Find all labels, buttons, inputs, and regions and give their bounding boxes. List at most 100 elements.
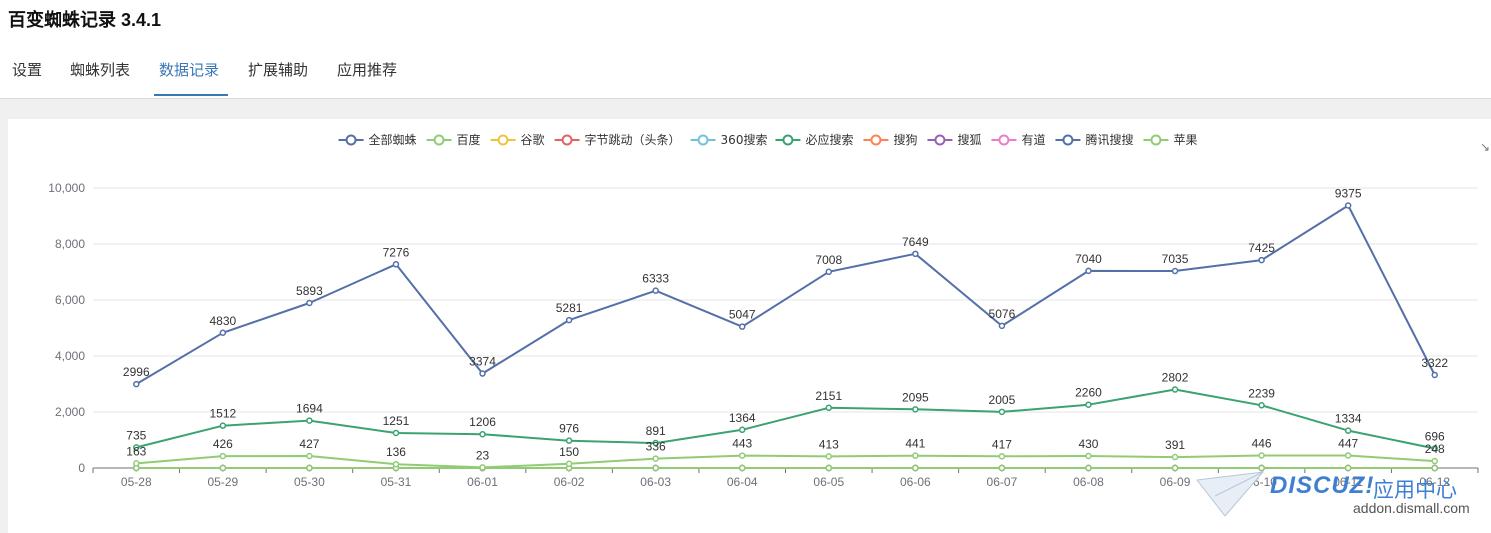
data-label: 7008 — [815, 253, 842, 267]
tab-app-recommend[interactable]: 应用推荐 — [337, 62, 398, 79]
legend-label: 苹果 — [1173, 133, 1197, 147]
data-label: 2005 — [989, 393, 1016, 407]
data-point — [1431, 445, 1438, 452]
data-label: 446 — [1252, 437, 1272, 451]
data-point — [306, 452, 313, 460]
data-point — [998, 408, 1006, 416]
data-label: 5281 — [556, 301, 583, 315]
legend-swatch-marker — [1062, 134, 1074, 146]
y-tick-label: 0 — [78, 461, 85, 475]
data-point — [652, 287, 659, 294]
legend-label: 谷歌 — [521, 132, 545, 147]
legend-label: 360搜索 — [721, 132, 768, 147]
data-point — [825, 453, 833, 460]
data-point — [565, 437, 573, 444]
x-tick-label: 06-05 — [813, 475, 844, 489]
data-point — [912, 406, 919, 413]
data-point — [565, 316, 573, 324]
legend-swatch-marker — [870, 134, 882, 146]
data-point — [219, 329, 227, 337]
data-point — [652, 455, 659, 462]
legend-swatch-marker — [1150, 134, 1162, 146]
data-label: 136 — [386, 445, 406, 459]
data-point — [912, 250, 919, 258]
y-tick-label: 4,000 — [55, 349, 85, 363]
data-point — [1344, 202, 1352, 209]
data-point — [998, 453, 1006, 460]
data-point — [1085, 267, 1092, 275]
x-tick-label: 06-08 — [1073, 475, 1104, 489]
data-point — [738, 426, 746, 434]
series-line — [135, 204, 1436, 385]
data-label: 447 — [1338, 436, 1358, 450]
data-label: 7425 — [1248, 241, 1275, 255]
x-tick-label: 05-30 — [294, 475, 325, 489]
data-point — [825, 464, 833, 472]
app-header: 百变蜘蛛记录 3.4.1 设置 蜘蛛列表 数据记录 扩展辅助 应用推荐 — [0, 0, 1491, 99]
data-point — [1258, 256, 1265, 264]
data-point — [479, 464, 486, 471]
data-label: 2239 — [1248, 386, 1275, 400]
x-tick-label: 06-12 — [1419, 475, 1450, 489]
watermark-domain: addon.dismall.com — [1353, 500, 1470, 516]
y-tick-label: 2,000 — [55, 405, 85, 419]
data-point — [133, 380, 140, 388]
data-label: 163 — [126, 444, 146, 458]
data-label: 413 — [819, 437, 839, 451]
data-point — [565, 460, 573, 468]
data-point — [1171, 453, 1179, 461]
data-label: 2095 — [902, 390, 929, 404]
data-label: 735 — [126, 428, 146, 442]
x-tick-label: 06-01 — [467, 475, 498, 489]
data-point — [825, 404, 833, 412]
data-label: 7035 — [1162, 252, 1189, 266]
tab-settings[interactable]: 设置 — [12, 62, 43, 79]
data-label: 427 — [299, 437, 319, 451]
watermark-app-text: 应用中心 — [1373, 479, 1457, 502]
restore-icon[interactable]: ↘ — [1480, 140, 1491, 154]
data-label: 336 — [646, 440, 666, 454]
data-point — [1344, 464, 1352, 472]
x-tick-label: 05-31 — [381, 475, 412, 489]
data-label: 6333 — [642, 272, 669, 286]
data-point — [825, 268, 833, 276]
legend-label: 必应搜索 — [805, 132, 853, 147]
data-label: 7040 — [1075, 252, 1102, 266]
data-point — [1085, 464, 1092, 472]
data-point — [1085, 401, 1092, 408]
data-point — [392, 460, 400, 468]
legend-label: 全部蜘蛛 — [369, 132, 417, 147]
app-title: 百变蜘蛛记录 3.4.1 — [8, 10, 162, 30]
data-point — [1171, 464, 1179, 472]
data-label: 443 — [732, 437, 752, 451]
data-point — [998, 464, 1006, 472]
tab-data-records[interactable]: 数据记录 — [154, 56, 228, 96]
data-label: 5047 — [729, 308, 756, 322]
data-point — [1171, 267, 1179, 275]
legend-label: 腾讯搜搜 — [1085, 132, 1133, 147]
legend-swatch-marker — [497, 134, 509, 146]
data-point — [738, 464, 746, 472]
legend-swatch-marker — [345, 134, 357, 146]
data-label: 391 — [1165, 438, 1185, 452]
data-point — [1258, 452, 1265, 459]
x-tick-label: 05-28 — [121, 475, 152, 489]
data-point — [1258, 464, 1265, 472]
data-label: 1694 — [296, 402, 323, 416]
data-label: 696 — [1425, 430, 1445, 444]
legend-swatch-marker — [934, 134, 946, 146]
series-line — [136, 454, 1435, 469]
data-point — [479, 370, 486, 377]
paper-plane-icon — [1196, 471, 1265, 517]
y-tick-label: 10,000 — [48, 181, 85, 195]
data-point — [912, 452, 919, 459]
data-label: 1251 — [383, 414, 410, 428]
tab-extensions[interactable]: 扩展辅助 — [248, 62, 309, 79]
data-point — [133, 444, 140, 451]
x-tick-label: 06-04 — [727, 475, 758, 489]
data-point — [1171, 386, 1179, 393]
tab-spider-list[interactable]: 蜘蛛列表 — [70, 62, 131, 79]
x-tick-label: 06-03 — [640, 475, 671, 489]
watermark-brand: DISCUZ! — [1270, 472, 1375, 499]
